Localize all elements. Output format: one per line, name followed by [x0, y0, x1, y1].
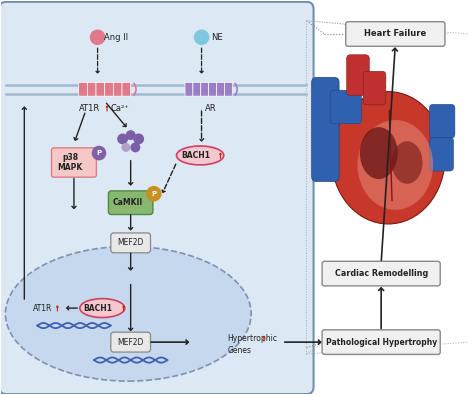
Text: AT1R: AT1R	[79, 103, 100, 113]
Circle shape	[134, 134, 144, 144]
FancyBboxPatch shape	[113, 83, 122, 96]
Text: Ca²⁺: Ca²⁺	[110, 103, 129, 113]
Text: p38
MAPK: p38 MAPK	[57, 153, 83, 172]
FancyBboxPatch shape	[346, 22, 445, 46]
Text: Genes: Genes	[228, 346, 252, 355]
Text: AR: AR	[205, 103, 217, 113]
Ellipse shape	[80, 299, 125, 318]
Ellipse shape	[392, 141, 422, 184]
Ellipse shape	[176, 146, 224, 165]
FancyBboxPatch shape	[217, 83, 224, 96]
Text: BACH1: BACH1	[181, 151, 210, 160]
FancyBboxPatch shape	[79, 83, 87, 96]
FancyBboxPatch shape	[209, 83, 217, 96]
FancyBboxPatch shape	[185, 83, 193, 96]
Text: NE: NE	[211, 33, 223, 42]
FancyBboxPatch shape	[122, 83, 131, 96]
FancyBboxPatch shape	[105, 83, 113, 96]
Text: P: P	[151, 191, 156, 197]
Text: AT1R: AT1R	[33, 304, 52, 312]
FancyBboxPatch shape	[109, 191, 153, 214]
Circle shape	[118, 134, 128, 144]
Ellipse shape	[357, 120, 433, 210]
Text: Heart Failure: Heart Failure	[364, 30, 427, 38]
Circle shape	[122, 144, 130, 151]
FancyBboxPatch shape	[322, 330, 440, 354]
FancyBboxPatch shape	[111, 332, 151, 352]
FancyBboxPatch shape	[224, 83, 232, 96]
Ellipse shape	[5, 246, 251, 381]
FancyBboxPatch shape	[96, 83, 105, 96]
FancyBboxPatch shape	[429, 137, 454, 171]
FancyBboxPatch shape	[363, 71, 386, 105]
Text: Pathological Hypertrophy: Pathological Hypertrophy	[326, 338, 437, 347]
FancyBboxPatch shape	[52, 148, 96, 177]
Text: MEF2D: MEF2D	[118, 238, 144, 247]
FancyBboxPatch shape	[330, 90, 361, 124]
FancyBboxPatch shape	[87, 83, 96, 96]
FancyBboxPatch shape	[0, 2, 314, 394]
Ellipse shape	[331, 92, 445, 224]
FancyBboxPatch shape	[322, 261, 440, 286]
Text: MEF2D: MEF2D	[118, 338, 144, 347]
FancyBboxPatch shape	[193, 83, 201, 96]
FancyBboxPatch shape	[312, 77, 339, 181]
FancyBboxPatch shape	[201, 83, 209, 96]
Ellipse shape	[360, 127, 398, 179]
Circle shape	[91, 30, 105, 44]
FancyBboxPatch shape	[346, 55, 369, 96]
FancyBboxPatch shape	[111, 233, 151, 253]
Text: Cardiac Remodelling: Cardiac Remodelling	[335, 269, 428, 278]
Circle shape	[92, 147, 106, 160]
Text: CaMKII: CaMKII	[112, 198, 143, 207]
Circle shape	[194, 30, 209, 44]
Text: P: P	[96, 150, 101, 156]
FancyBboxPatch shape	[429, 104, 455, 138]
Circle shape	[147, 186, 161, 201]
Text: Ang II: Ang II	[104, 33, 128, 42]
Text: BACH1: BACH1	[83, 304, 112, 312]
Text: Hypertrophic: Hypertrophic	[228, 334, 278, 343]
Circle shape	[127, 131, 135, 139]
Circle shape	[131, 143, 140, 152]
